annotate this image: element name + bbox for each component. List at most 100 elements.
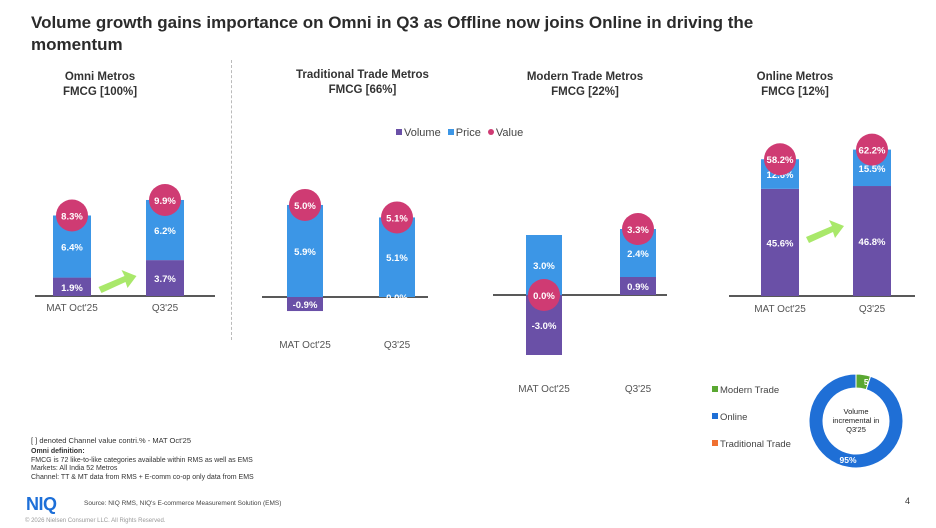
chart-4-bar-1-value-label: 58.2%	[767, 155, 794, 166]
chart-2-bar-1-volume	[287, 297, 323, 312]
donut-legend-traditional-trade-label: Traditional Trade	[720, 439, 791, 450]
chart-3-bar-2-price-label: 2.4%	[627, 249, 649, 260]
panel-2-share: FMCG [66%]	[328, 84, 397, 96]
chart-4-category-1: MAT Oct'25	[754, 304, 806, 315]
chart-3-bar-1-value-marker	[528, 279, 560, 311]
panel-3-share: FMCG [22%]	[551, 86, 619, 98]
legend-volume: Volume	[396, 127, 441, 139]
chart-4-bar-2-volume-label: 46.8%	[859, 237, 886, 248]
panel-4-title: Online Metros FMCG [12%]	[740, 70, 850, 100]
omni-divider	[231, 60, 232, 340]
chart-4-bar-1-value-marker	[764, 143, 796, 176]
chart-2-bar-1-value-marker	[289, 188, 321, 221]
chart-3-bar-2-volume	[620, 277, 656, 295]
chart-2-bar-1-price-label: 5.9%	[294, 247, 316, 258]
footnote-value-contribution: [ ] denoted Channel value contri.% - MAT…	[31, 436, 191, 445]
chart-4-bar-1-price-label: 12.6%	[767, 170, 794, 181]
chart-3-bar-1-price-label: 3.0%	[533, 261, 555, 272]
chart-4-bar-2-price-label: 15.5%	[859, 164, 886, 175]
copyright-text: © 2026 Nielsen Consumer LLC. All Rights …	[25, 518, 166, 524]
chart-1-bar-1-volume	[53, 277, 91, 296]
legend-value-swatch	[487, 129, 494, 135]
chart-4-bar-1-volume	[761, 188, 799, 296]
donut-center-label-line-2: incremental in	[833, 416, 880, 425]
legend-price-swatch	[447, 129, 454, 135]
legend-price: Price	[447, 127, 481, 139]
chart-1-category-2: Q3'25	[152, 303, 179, 314]
chart-3-bar-2-value-marker	[622, 213, 654, 245]
donut-center-label-line-3: Q3'25	[846, 425, 866, 434]
page-number: 4	[905, 496, 911, 506]
donut-legend-online: Online	[712, 412, 747, 423]
chart-1-bar-2-value-label: 9.9%	[154, 196, 176, 207]
panel-2-name: Traditional Trade Metros	[296, 69, 429, 81]
donut-legend-online-label: Online	[720, 412, 748, 423]
chart-4-bar-1-volume-label: 45.6%	[767, 238, 794, 249]
chart-1-bar-2-value-marker	[149, 183, 181, 216]
chart-2-category-1: MAT Oct'25	[279, 340, 331, 351]
chart-1-bar-1-price-label: 6.4%	[61, 243, 83, 254]
donut-legend-traditional-trade-swatch	[712, 440, 718, 446]
panel-4-share: FMCG [12%]	[761, 86, 829, 98]
chart-4-bar-2-value-marker	[856, 133, 888, 166]
chart-2-bar-1-volume-label: -0.9%	[293, 300, 318, 311]
slide-title-line-1: Volume growth gains importance on Omni i…	[31, 13, 754, 32]
chart-1-bar-1-value-label: 8.3%	[61, 211, 83, 222]
legend-volume-label: Volume	[404, 127, 441, 139]
chart-3-bar-2-value-label: 3.3%	[627, 225, 649, 236]
chart-2-bar-1-value-label: 5.0%	[294, 201, 316, 212]
panel-1-title: Omni Metros FMCG [100%]	[45, 70, 155, 100]
footnote-omni-heading: Omni definition:	[31, 448, 85, 456]
chart-3-category-2: Q3'25	[625, 384, 652, 395]
chart-2-bar-2-value-label: 5.1%	[386, 213, 408, 224]
donut-label-online: 95%	[839, 455, 856, 465]
chart-4-bar-2-value-label: 62.2%	[859, 146, 886, 157]
donut-legend-modern-trade-swatch	[712, 386, 718, 392]
chart-1-bar-2-volume	[146, 260, 184, 296]
panel-2-title: Traditional Trade Metros FMCG [66%]	[275, 68, 450, 98]
chart-2-bar-2-price-label: 5.1%	[386, 253, 408, 264]
chart-3-bar-1-volume-label: -3.0%	[532, 321, 557, 332]
donut-slice-online	[808, 373, 904, 469]
donut-legend-online-swatch	[712, 413, 718, 419]
footnote-channel: Channel: TT & MT data from RMS + E-comm …	[31, 473, 254, 481]
source-text: Source: NIQ RMS, NIQ's E-commerce Measur…	[84, 500, 282, 507]
footnote-markets: Markets: All India 52 Metros	[31, 465, 118, 473]
chart-1-growth-arrow-icon	[98, 270, 137, 293]
chart-4-growth-arrow-icon	[806, 220, 844, 243]
panel-1-share: FMCG [100%]	[62, 86, 138, 98]
donut-center-label-line-1: Volume	[843, 407, 868, 416]
panel-1-name: Omni Metros	[64, 71, 136, 83]
niq-logo: NIQ	[26, 494, 57, 514]
chart-2-category-2: Q3'25	[384, 340, 411, 351]
panel-4-name: Online Metros	[756, 71, 834, 83]
legend-value: Value	[487, 127, 524, 139]
slide-title: Volume growth gains importance on Omni i…	[31, 12, 911, 56]
chart-4-bar-2-volume	[853, 186, 891, 296]
chart-4-category-2: Q3'25	[859, 304, 886, 315]
chart-3-bar-1-value-label: 0.0%	[533, 291, 555, 302]
chart-2-bar-2-volume-label: 0.0%	[386, 293, 408, 304]
legend-volume-swatch	[396, 129, 402, 135]
chart-3-category-1: MAT Oct'25	[518, 384, 570, 395]
chart-1-bar-1-value-marker	[56, 199, 88, 232]
legend-value-label: Value	[495, 127, 524, 139]
donut-legend-modern-trade: Modern Trade	[712, 385, 779, 396]
chart-1-bar-2-price-label: 6.2%	[154, 226, 176, 237]
chart-1-bar-1-volume-label: 1.9%	[61, 283, 83, 294]
chart-1-category-1: MAT Oct'25	[46, 303, 98, 314]
chart-3-bar-2-volume-label: 0.9%	[627, 282, 649, 293]
donut-legend-traditional-trade: Traditional Trade	[712, 439, 791, 450]
chart-2-bar-2-value-marker	[381, 201, 413, 234]
slide-title-line-2: momentum	[31, 35, 123, 54]
footnote-fmcg: FMCG is 72 like-to-like categories avail…	[31, 456, 253, 464]
donut-legend-modern-trade-label: Modern Trade	[720, 385, 780, 396]
chart-legend: Volume Price Value	[396, 127, 527, 139]
legend-price-label: Price	[455, 127, 481, 139]
chart-1-bar-2-volume-label: 3.7%	[154, 274, 176, 285]
panel-3-title: Modern Trade Metros FMCG [22%]	[510, 70, 660, 100]
footnotes: [ ] denoted Channel value contri.% - MAT…	[31, 436, 361, 482]
panel-3-name: Modern Trade Metros	[526, 71, 644, 83]
